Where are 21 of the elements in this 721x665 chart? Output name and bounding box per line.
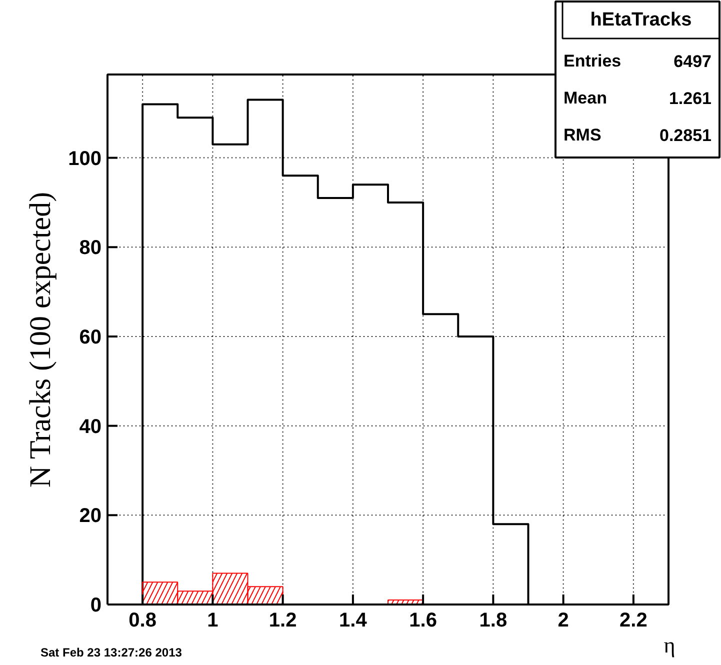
x-tick-label: 1.4 (339, 610, 368, 632)
x-tick-label: 1 (207, 610, 218, 632)
chart-title: hEtaTracks (590, 10, 692, 30)
text: RMS 0.2851 (564, 126, 712, 145)
x-tick-label: 2.2 (620, 610, 648, 632)
y-axis-title: N Tracks (100 expected) (24, 192, 57, 488)
x-axis-title: η (664, 632, 676, 658)
y-tick-label: 60 (79, 326, 102, 348)
x-tick-label: 1.8 (479, 610, 508, 632)
y-tick-label: 80 (79, 237, 102, 260)
y-tick-label: 40 (79, 416, 102, 438)
x-tick-label: 1.2 (268, 610, 297, 632)
text: Sat Feb 23 13:27:26 2013 (40, 646, 182, 660)
y-tick-label: 0 (90, 594, 102, 616)
x-tick-label: 2 (558, 610, 569, 632)
y-tick-label: 20 (79, 505, 102, 528)
text: Mean 1.261 (564, 88, 712, 108)
x-tick-label: 1.6 (409, 610, 437, 632)
y-tick-label: 100 (68, 148, 102, 170)
text: Entries 6497 (564, 52, 712, 71)
x-tick-label: 0.8 (128, 610, 156, 632)
